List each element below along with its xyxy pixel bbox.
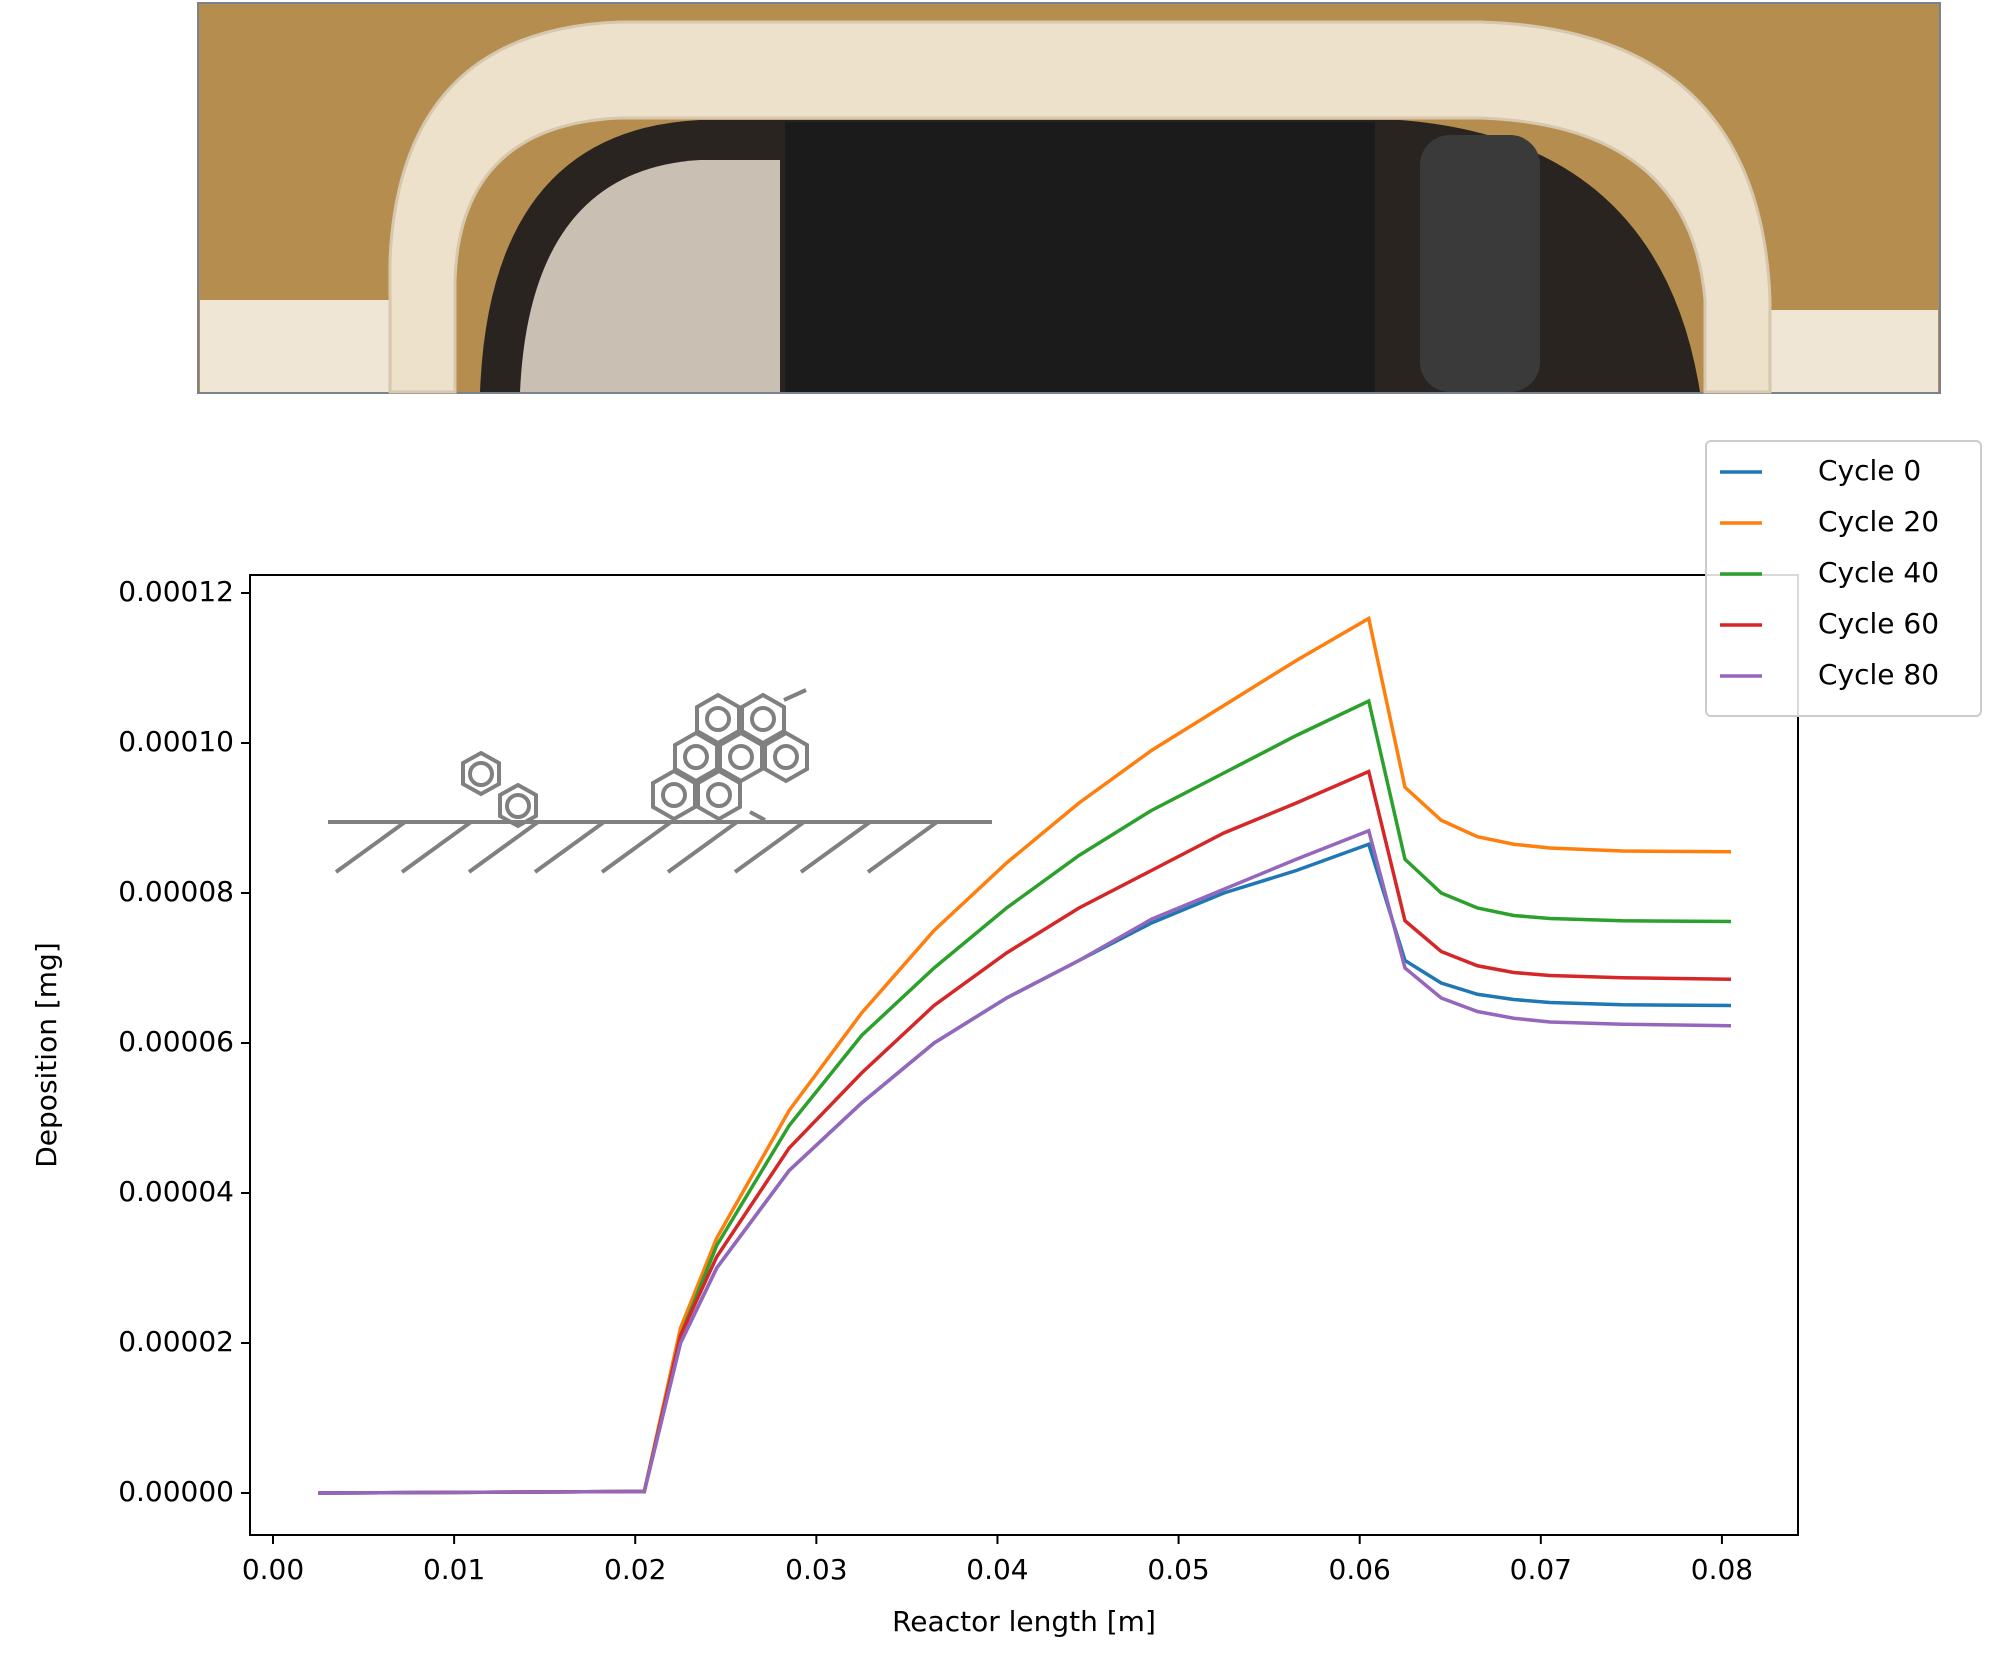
x-tick-label: 0.02: [604, 1553, 666, 1586]
surface-schematic: [328, 688, 992, 874]
y-tick-label: 0.00006: [118, 1025, 234, 1058]
series-line: [318, 615, 1732, 1495]
y-axis-label: Deposition [mg]: [30, 942, 63, 1168]
y-tick-label: 0.00000: [118, 1475, 234, 1508]
plot-frame: [249, 574, 1799, 1536]
y-tick-label: 0.00004: [118, 1175, 234, 1208]
series-line: [318, 828, 1732, 1495]
y-tick-label: 0.00012: [118, 575, 234, 608]
x-axis-label: Reactor length [m]: [892, 1605, 1156, 1638]
x-tick-label: 0.06: [1329, 1553, 1391, 1586]
series-line: [318, 698, 1732, 1495]
legend-label: Cycle 60: [1818, 607, 1939, 640]
x-tick-label: 0.01: [423, 1553, 485, 1586]
legend-label: Cycle 80: [1818, 658, 1939, 691]
legend-label: Cycle 40: [1818, 556, 1939, 589]
legend-label: Cycle 20: [1818, 505, 1939, 538]
series-line: [318, 769, 1732, 1495]
x-tick-label: 0.03: [785, 1553, 847, 1586]
x-tick-label: 0.05: [1147, 1553, 1209, 1586]
x-tick-label: 0.07: [1510, 1553, 1572, 1586]
x-tick-label: 0.08: [1691, 1553, 1753, 1586]
y-tick-label: 0.00008: [118, 875, 234, 908]
y-tick-label: 0.00010: [118, 725, 234, 758]
legend-box: [1705, 440, 1982, 717]
x-tick-label: 0.04: [966, 1553, 1028, 1586]
legend-label: Cycle 0: [1818, 454, 1921, 487]
x-tick-label: 0.00: [242, 1553, 304, 1586]
reactor-photo: [197, 2, 1941, 394]
y-tick-label: 0.00002: [118, 1325, 234, 1358]
